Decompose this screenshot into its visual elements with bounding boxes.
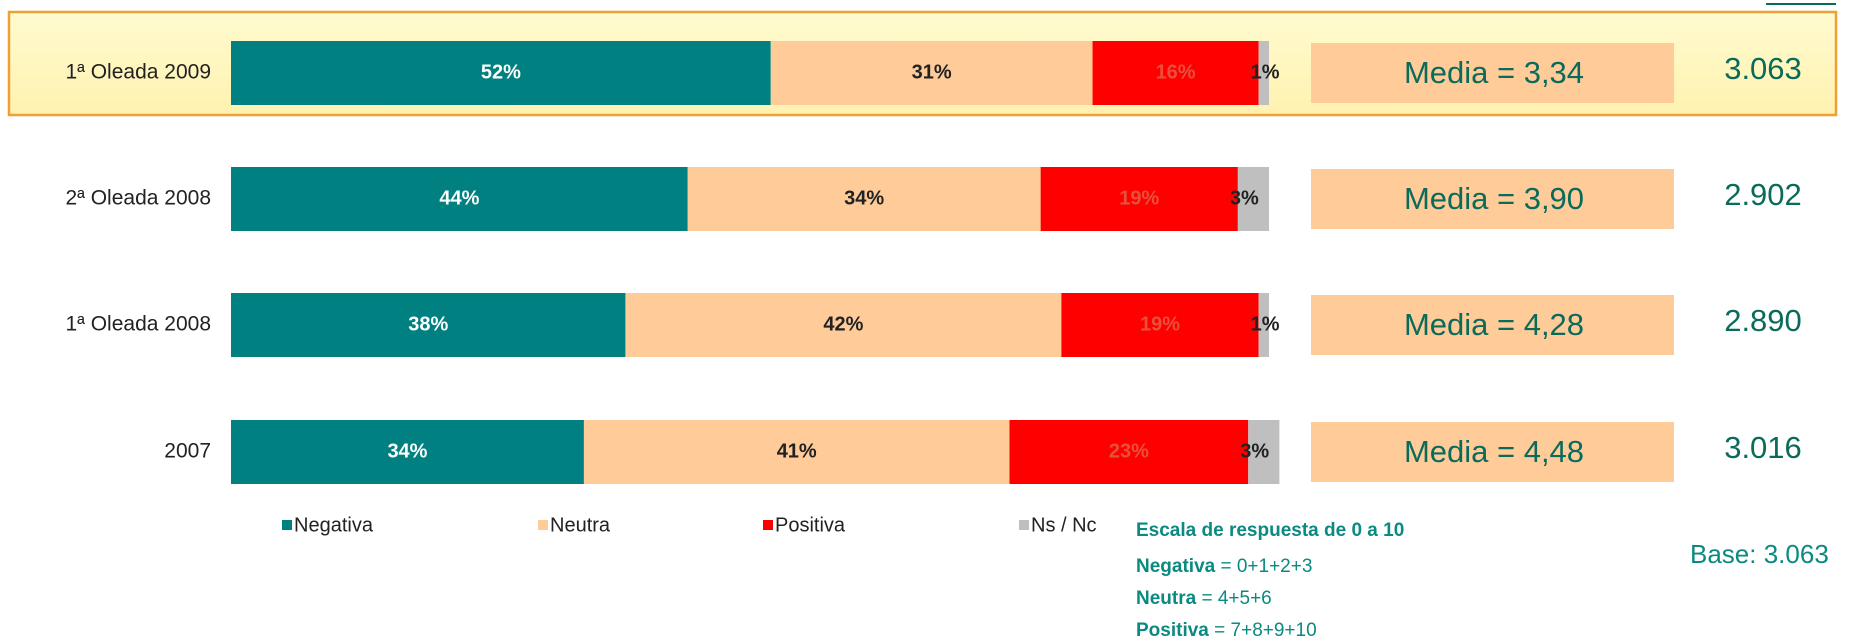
bar-segment — [1061, 293, 1259, 357]
legend-swatch — [763, 520, 773, 530]
bar-segment — [583, 420, 1010, 484]
media-box — [1311, 169, 1674, 229]
value-label: 34% — [387, 440, 427, 462]
value-label: 31% — [912, 61, 952, 83]
value-label: 23% — [1109, 440, 1149, 462]
value-label: 3% — [1230, 187, 1259, 209]
legend-label: Positiva — [775, 514, 846, 536]
scale-note: Positiva = 7+8+9+10 — [1136, 620, 1317, 641]
bar-segment — [1258, 293, 1269, 357]
base-count: 2.902 — [1724, 177, 1802, 212]
scale-title: Escala de respuesta de 0 a 10 — [1136, 520, 1404, 541]
category-label: 2007 — [164, 440, 211, 463]
bar-segment — [1092, 41, 1259, 105]
legend-label: Negativa — [294, 514, 374, 536]
category-label: 2ª Oleada 2008 — [65, 187, 211, 210]
scale-note-text: = 0+1+2+3 — [1220, 556, 1312, 577]
media-box — [1311, 295, 1674, 355]
value-label: 52% — [481, 61, 521, 83]
value-label: 42% — [823, 313, 863, 335]
bar-segment — [687, 167, 1041, 231]
legend-swatch — [538, 520, 548, 530]
scale-note-text: = 4+5+6 — [1201, 588, 1271, 609]
value-label: 19% — [1140, 313, 1180, 335]
value-label: 34% — [844, 187, 884, 209]
scale-note-text: = 7+8+9+10 — [1214, 620, 1317, 641]
value-label: 1% — [1251, 61, 1280, 83]
legend-label: Neutra — [550, 514, 611, 536]
bar-segment — [1009, 420, 1249, 484]
value-label: 1% — [1251, 313, 1280, 335]
base-count: 3.016 — [1724, 430, 1802, 465]
media-box — [1311, 422, 1674, 482]
base-count: 3.063 — [1724, 51, 1802, 86]
scale-note-label: Positiva — [1136, 620, 1209, 641]
bar-segment — [231, 167, 688, 231]
base-count: 2.890 — [1724, 303, 1802, 338]
value-label: 16% — [1156, 61, 1196, 83]
media-label: Media = 3,34 — [1404, 55, 1584, 90]
value-label: 44% — [439, 187, 479, 209]
value-label: 3% — [1240, 440, 1269, 462]
category-label: 1ª Oleada 2009 — [65, 61, 211, 84]
bar-segment — [770, 41, 1093, 105]
value-label: 38% — [408, 313, 448, 335]
bar-segment — [1248, 420, 1280, 484]
legend-swatch — [1019, 520, 1029, 530]
scale-note: Neutra = 4+5+6 — [1136, 588, 1272, 609]
legend-swatch — [282, 520, 292, 530]
legend-label: Ns / Nc — [1031, 514, 1097, 536]
value-label: 19% — [1119, 187, 1159, 209]
bar-segment — [1040, 167, 1238, 231]
scale-note-label: Negativa — [1136, 556, 1216, 577]
media-box — [1311, 43, 1674, 103]
media-label: Media = 3,90 — [1404, 181, 1584, 216]
bar-segment — [231, 41, 771, 105]
media-label: Media = 4,28 — [1404, 307, 1584, 342]
bar-segment — [625, 293, 1062, 357]
bar-segment — [1237, 167, 1269, 231]
value-label: 41% — [777, 440, 817, 462]
category-label: 1ª Oleada 2008 — [65, 313, 211, 336]
scale-note-label: Neutra — [1136, 588, 1197, 609]
scale-note: Negativa = 0+1+2+3 — [1136, 556, 1312, 577]
bar-segment — [231, 293, 626, 357]
bar-segment — [1258, 41, 1269, 105]
bar-segment — [231, 420, 584, 484]
media-label: Media = 4,48 — [1404, 434, 1584, 469]
base-note: Base: 3.063 — [1690, 539, 1829, 569]
